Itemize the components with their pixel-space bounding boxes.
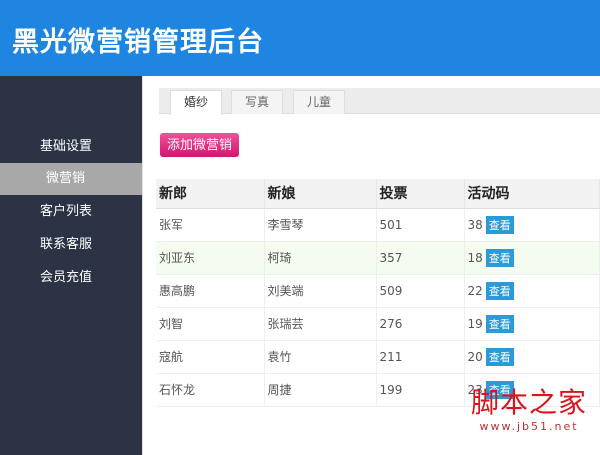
votes-cell: 501: [376, 208, 465, 242]
column-header-bride: 新娘: [264, 179, 377, 209]
view-button[interactable]: 查看: [485, 347, 514, 366]
bride-cell-text: 周捷: [267, 383, 292, 397]
tab-bar: 婚纱 写真 儿童: [159, 88, 600, 115]
sidebar-item-member-recharge[interactable]: 会员充值: [40, 270, 93, 285]
sidebar-item-micro-marketing[interactable]: 微营销: [0, 163, 142, 195]
watermark-logo: 脚本之家 www.jb51.net: [468, 386, 590, 433]
activity-code-cell: 19 查看: [464, 307, 600, 341]
votes-cell-text: 501: [379, 217, 403, 232]
votes-cell: 199: [376, 373, 465, 407]
app-title: 黑光微营销管理后台: [12, 27, 264, 58]
votes-cell-text: 357: [379, 250, 403, 265]
groom-cell-text: 刘亚东: [159, 251, 196, 265]
groom-cell-text: 寇航: [159, 350, 184, 364]
bride-cell: 李雪琴: [264, 208, 377, 242]
bride-cell: 刘美端: [264, 274, 377, 308]
bride-cell: 张瑞芸: [264, 307, 377, 341]
groom-cell: 刘亚东: [156, 241, 265, 275]
groom-cell-text: 张军: [159, 218, 184, 232]
activity-code-cell-text: 18: [467, 250, 483, 265]
groom-cell: 惠高鹏: [156, 274, 265, 308]
add-micro-marketing-button[interactable]: 添加微营销: [160, 133, 239, 157]
view-button[interactable]: 查看: [485, 215, 514, 234]
activity-code-cell: 23 查看: [464, 373, 600, 407]
activity-code-cell-text: 22: [467, 283, 483, 298]
column-header-activity-code: 活动码: [464, 179, 600, 209]
activity-code-cell: 38 查看: [464, 208, 600, 242]
table-row: 石怀龙 周捷 199 23 查看: [156, 373, 600, 407]
votes-cell-text: 276: [379, 316, 403, 331]
couples-table: 新郎 新娘 投票 活动码 张军 李雪琴 501 38 查看 刘亚东 柯琦 357 18 查看 惠高鹏…: [156, 179, 600, 407]
activity-code-cell-text: 19: [467, 316, 483, 331]
groom-cell: 张军: [156, 208, 265, 242]
sidebar-item-basic-settings[interactable]: 基础设置: [40, 139, 93, 154]
table-row: 寇航 袁竹 211 20 查看: [156, 340, 600, 374]
tab-portrait[interactable]: 写真: [231, 90, 283, 114]
bride-cell: 柯琦: [264, 241, 377, 275]
activity-code-cell-text: 20: [467, 349, 483, 364]
view-button[interactable]: 查看: [485, 380, 514, 399]
view-button[interactable]: 查看: [485, 314, 514, 333]
groom-cell-text: 刘智: [159, 317, 184, 331]
bride-cell-text: 袁竹: [267, 350, 292, 364]
groom-cell: 石怀龙: [156, 373, 265, 407]
votes-cell-text: 199: [379, 382, 403, 397]
activity-code-cell: 20 查看: [464, 340, 600, 374]
activity-code-cell-text: 38: [467, 217, 483, 232]
activity-code-cell-text: 23: [467, 382, 483, 397]
watermark-url: www.jb51.net: [479, 420, 579, 433]
groom-cell-text: 惠高鹏: [159, 284, 196, 298]
bride-cell: 周捷: [264, 373, 377, 407]
groom-cell: 刘智: [156, 307, 265, 341]
table-row: 刘亚东 柯琦 357 18 查看: [156, 241, 600, 275]
sidebar: 基础设置 微营销 客户列表 联系客服 会员充值: [0, 76, 142, 455]
column-header-votes: 投票: [376, 179, 465, 209]
view-button[interactable]: 查看: [485, 281, 514, 300]
tab-children[interactable]: 儿童: [293, 90, 345, 114]
groom-cell-text: 石怀龙: [159, 383, 196, 397]
votes-cell: 276: [376, 307, 465, 341]
sidebar-item-contact-support[interactable]: 联系客服: [40, 237, 93, 252]
table-row: 张军 李雪琴 501 38 查看: [156, 208, 600, 242]
bride-cell-text: 刘美端: [267, 284, 304, 298]
table-row: 惠高鹏 刘美端 509 22 查看: [156, 274, 600, 308]
activity-code-cell: 18 查看: [464, 241, 600, 275]
column-header-groom: 新郎: [156, 179, 265, 209]
votes-cell-text: 509: [379, 283, 403, 298]
votes-cell: 509: [376, 274, 465, 308]
bride-cell-text: 李雪琴: [267, 218, 304, 232]
table-row: 刘智 张瑞芸 276 19 查看: [156, 307, 600, 341]
sidebar-item-customer-list[interactable]: 客户列表: [40, 204, 93, 219]
bride-cell-text: 张瑞芸: [267, 317, 304, 331]
activity-code-cell: 22 查看: [464, 274, 600, 308]
bride-cell-text: 柯琦: [267, 251, 292, 265]
watermark-title: 脚本之家: [470, 386, 587, 419]
tab-wedding[interactable]: 婚纱: [170, 90, 222, 115]
view-button[interactable]: 查看: [485, 248, 514, 267]
main-content: 婚纱 写真 儿童 添加微营销 新郎 新娘 投票 活动码 张军 李雪琴 501 38 查看…: [142, 76, 600, 455]
groom-cell: 寇航: [156, 340, 265, 374]
app-header: 黑光微营销管理后台: [0, 0, 600, 76]
votes-cell-text: 211: [379, 349, 403, 364]
votes-cell: 211: [376, 340, 465, 374]
votes-cell: 357: [376, 241, 465, 275]
bride-cell: 袁竹: [264, 340, 377, 374]
